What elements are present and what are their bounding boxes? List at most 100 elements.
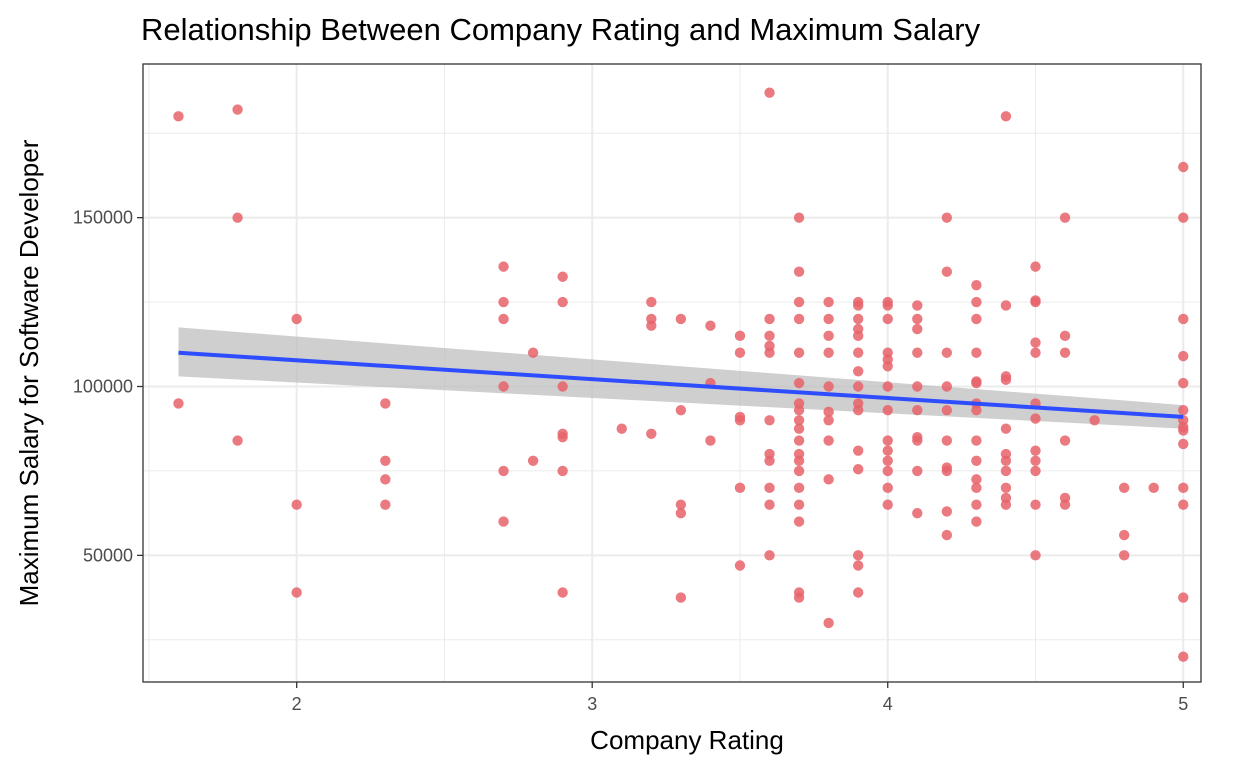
data-point [232,104,243,115]
data-point [675,404,687,416]
data-point [971,279,982,291]
data-point [764,482,775,494]
data-point [380,398,391,409]
data-point [912,347,923,358]
data-point [1000,111,1012,122]
data-point [1059,347,1071,358]
x-tick-label: 3 [587,694,597,714]
data-point [557,465,568,477]
data-point [852,464,864,475]
data-point [646,428,657,439]
data-point [734,330,746,342]
data-point [764,87,775,98]
data-point [1000,300,1012,311]
data-point [941,381,953,392]
data-point [527,347,539,358]
data-point [675,499,687,510]
data-point [912,381,923,392]
data-point [1089,415,1100,426]
data-point [823,313,834,325]
data-point [1030,261,1041,272]
data-point [1118,550,1130,561]
data-point [1059,499,1071,510]
data-point [1030,445,1041,456]
data-point [1030,465,1041,477]
data-point [793,465,805,477]
data-point [705,435,716,446]
data-point [941,506,953,517]
data-point [912,507,923,519]
confidence-band-group [178,327,1184,429]
data-point [557,381,568,392]
data-point [1178,438,1189,450]
data-point [852,313,864,325]
data-point [1030,499,1041,510]
y-tick-label: 50000 [83,545,133,565]
data-point [793,516,805,527]
data-point [823,406,834,418]
data-point [971,499,982,510]
data-point [882,313,893,325]
data-point [291,313,302,325]
data-point [971,377,982,389]
data-point [941,435,953,446]
data-point [1178,651,1189,662]
data-point [498,465,509,477]
data-point [941,529,953,541]
data-point [852,381,864,392]
data-point [852,347,864,358]
data-point [852,300,864,311]
data-point [734,415,746,426]
data-point [232,212,243,223]
data-point [882,381,893,392]
data-point [793,423,805,434]
y-axis-title: Maximum Salary for Software Developer [14,139,44,606]
data-point [734,347,746,358]
chart-title: Relationship Between Company Rating and … [141,12,981,47]
data-point [941,212,953,223]
data-point [1178,592,1189,603]
data-point [852,550,864,561]
data-point [793,313,805,325]
data-point [793,499,805,510]
data-point [882,445,893,456]
data-point [557,296,568,308]
data-point [912,313,923,325]
data-point [852,330,864,342]
trend-line [178,350,1184,419]
data-point [646,296,657,308]
data-point [1178,482,1189,494]
data-point [764,313,775,325]
data-point [823,381,834,392]
data-point [941,347,953,358]
data-point [1178,313,1189,325]
data-point [1178,212,1189,223]
data-point [1030,455,1041,467]
data-point [1178,499,1189,510]
data-point [1000,423,1012,434]
data-point [557,587,568,598]
data-point [793,415,805,426]
data-point [882,435,893,446]
data-point [1000,455,1012,467]
data-point [1118,482,1130,494]
confidence-band [178,327,1184,429]
data-point [1178,161,1189,173]
data-point [971,455,982,467]
x-axis: 2 3 4 5 [292,682,1188,714]
data-point [852,404,864,416]
data-point [705,320,716,331]
data-point [793,212,805,223]
data-point [1148,482,1159,494]
data-point [498,296,509,308]
x-tick-label: 2 [292,694,302,714]
data-point [675,313,687,325]
data-point [823,617,834,629]
data-point [941,404,953,416]
data-point [646,320,657,331]
data-point [1000,499,1012,510]
data-point [823,435,834,446]
trend-line-group [178,350,1184,419]
data-point [1118,529,1130,541]
